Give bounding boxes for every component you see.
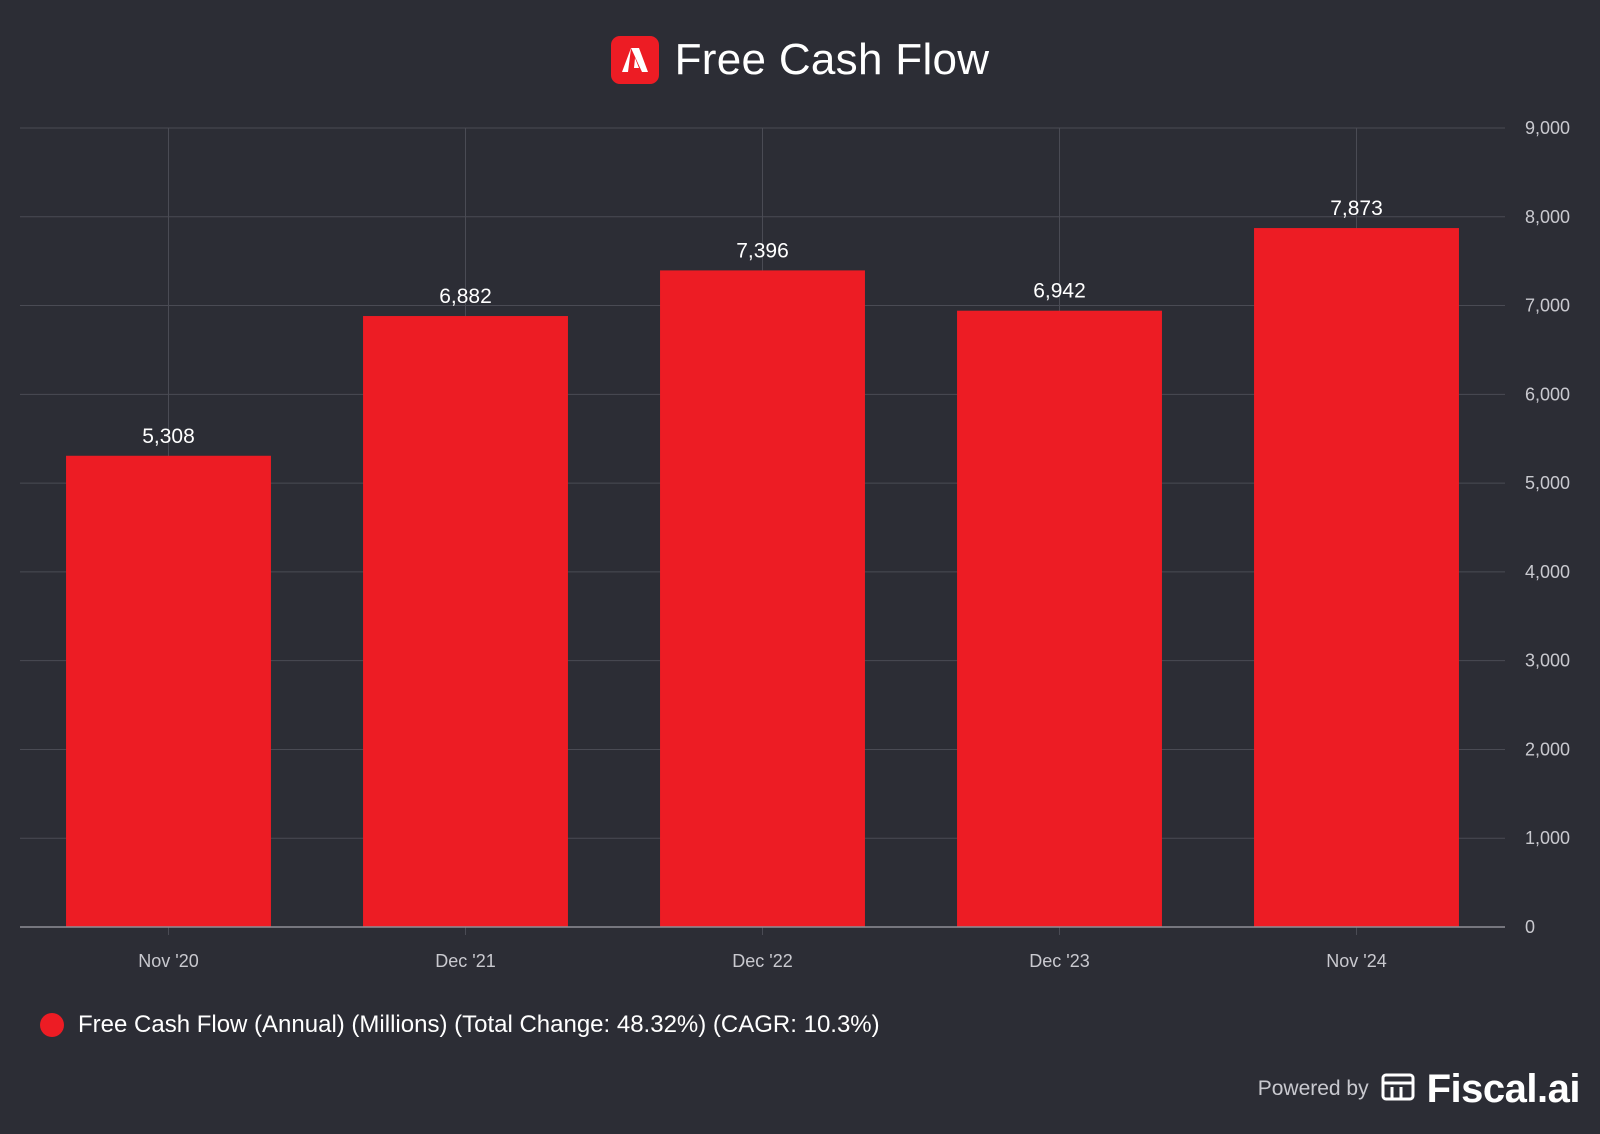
footer-branding: Powered by Fiscal.ai: [1257, 1064, 1581, 1114]
bar: [1254, 228, 1459, 927]
y-tick-label: 9,000: [1525, 118, 1570, 138]
y-tick-label: 2,000: [1525, 739, 1570, 759]
legend-label: Free Cash Flow (Annual) (Millions) (Tota…: [78, 1011, 880, 1038]
bar: [660, 270, 865, 928]
powered-by-text: Powered by: [1257, 1077, 1369, 1100]
x-tick-label: Nov '24: [1326, 951, 1386, 971]
data-label: 5,308: [142, 425, 195, 448]
y-tick-label: 5,000: [1525, 473, 1570, 493]
chart-header: Free Cash Flow: [0, 30, 1600, 90]
data-label: 7,396: [736, 239, 789, 262]
chart-title: Free Cash Flow: [674, 35, 990, 84]
x-tick-label: Dec '21: [435, 951, 495, 971]
bar: [363, 316, 568, 927]
data-label: 7,873: [1330, 197, 1383, 220]
adobe-logo-icon: [610, 36, 659, 84]
fiscal-logo-icon: [1381, 1073, 1415, 1101]
legend[interactable]: Free Cash Flow (Annual) (Millions) (Tota…: [40, 1008, 880, 1042]
brand-name: Fiscal.ai: [1426, 1066, 1581, 1111]
data-label: 6,942: [1033, 280, 1086, 303]
bar-chart: 0 1,000 2,000 3,000 4,000 5,000 6,000 7,000 8,00…: [20, 118, 1570, 971]
y-tick-label: 4,000: [1525, 562, 1570, 582]
x-tick-label: Dec '22: [732, 951, 792, 971]
y-tick-label: 6,000: [1525, 384, 1570, 404]
y-tick-label: 1,000: [1525, 828, 1570, 848]
data-label: 6,882: [439, 285, 492, 308]
y-tick-label: 8,000: [1525, 207, 1570, 227]
x-tick-label: Dec '23: [1029, 951, 1089, 971]
bar: [66, 455, 271, 927]
x-tick-label: Nov '20: [138, 951, 198, 971]
bar: [957, 310, 1162, 927]
y-tick-label: 0: [1525, 917, 1535, 937]
y-tick-label: 7,000: [1525, 296, 1570, 316]
y-tick-label: 3,000: [1525, 651, 1570, 671]
legend-marker-icon: [40, 1013, 64, 1037]
